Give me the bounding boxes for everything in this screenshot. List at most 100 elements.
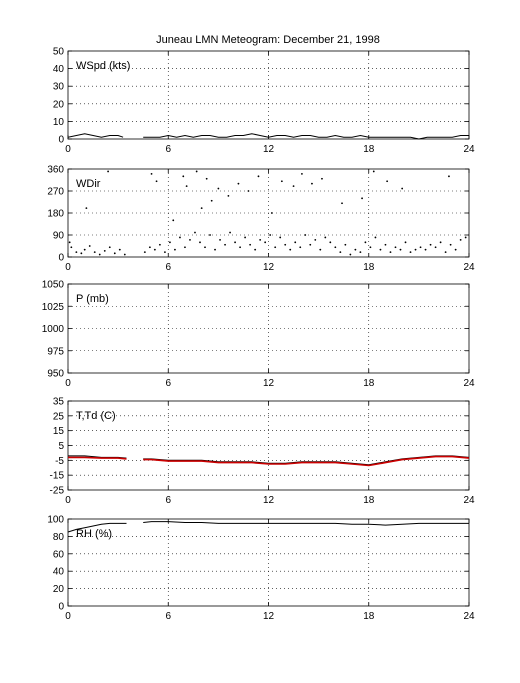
data-point <box>359 251 362 254</box>
data-point <box>179 236 181 239</box>
x-tick-label: 12 <box>263 611 275 622</box>
data-point <box>404 241 407 244</box>
data-point <box>401 187 404 190</box>
data-point <box>164 251 166 254</box>
data-point <box>279 236 282 239</box>
data-point <box>249 243 252 246</box>
data-point <box>153 248 156 251</box>
x-tick-label: 12 <box>263 144 275 155</box>
data-point <box>237 182 240 185</box>
panel-label: WSpd (kts) <box>76 60 130 72</box>
x-tick-label: 0 <box>65 611 71 622</box>
x-tick-label: 6 <box>165 262 171 273</box>
x-tick-label: 24 <box>463 611 475 622</box>
data-point <box>143 251 146 254</box>
data-point <box>150 172 153 175</box>
panel-label: T,Td (C) <box>76 410 116 422</box>
data-point <box>319 248 322 251</box>
data-point <box>209 234 211 236</box>
data-point <box>219 238 221 241</box>
data-point <box>301 172 303 175</box>
data-point <box>449 243 452 246</box>
data-point <box>172 219 175 222</box>
data-point <box>210 199 213 202</box>
data-point <box>311 182 313 185</box>
y-tick-label: 5 <box>58 441 64 452</box>
data-point <box>349 253 352 256</box>
y-tick-label: 100 <box>47 515 64 526</box>
x-tick-label: 0 <box>65 495 71 506</box>
data-point <box>394 246 397 249</box>
x-tick-label: 18 <box>363 378 375 389</box>
x-tick-label: 24 <box>463 495 475 506</box>
y-tick-label: -15 <box>50 471 65 482</box>
y-tick-label: 0 <box>58 602 64 613</box>
y-tick-label: 90 <box>53 231 65 242</box>
x-tick-label: 12 <box>263 378 275 389</box>
x-tick-label: 6 <box>165 611 171 622</box>
x-tick-label: 18 <box>363 144 375 155</box>
panel-3: 0 6 12 18 24 950 975 1000 1025 1050 P (mb) <box>42 280 475 390</box>
data-point <box>364 241 367 244</box>
data-point <box>374 236 377 239</box>
panel-label: WDir <box>76 178 101 190</box>
data-point <box>280 180 283 183</box>
data-point <box>234 241 236 244</box>
panel-2: 0 6 12 18 24 0 90 180 270 360 WDir <box>47 165 475 274</box>
data-point <box>419 246 422 249</box>
data-point <box>194 231 196 234</box>
y-tick-label: 40 <box>53 64 65 75</box>
data-point <box>274 246 277 249</box>
data-point <box>259 238 262 241</box>
data-point <box>118 248 121 251</box>
data-point <box>174 248 176 251</box>
data-point <box>386 180 389 183</box>
y-tick-label: 30 <box>53 82 65 93</box>
series-line-1 <box>67 133 124 138</box>
y-tick-label: 40 <box>53 567 65 578</box>
data-point <box>83 248 86 251</box>
x-tick-label: 18 <box>363 495 375 506</box>
panel-1: 0 6 12 18 24 0 10 20 30 40 50 WSpd (kts) <box>53 47 475 156</box>
panel-4: 0 6 12 18 24 -25 -15 -5 5 15 25 35 T,Td (C) <box>50 397 475 507</box>
y-tick-label: 1050 <box>42 280 65 291</box>
data-point <box>199 241 201 244</box>
data-point <box>379 248 382 251</box>
series-line-2 <box>143 455 470 467</box>
data-point <box>217 187 220 190</box>
data-point <box>200 207 203 210</box>
x-tick-label: 24 <box>463 144 475 155</box>
data-point <box>439 241 442 244</box>
x-tick-label: 12 <box>263 262 275 273</box>
data-point <box>264 241 267 244</box>
y-tick-label: 1000 <box>42 324 65 335</box>
axes-box <box>67 518 470 607</box>
y-tick-label: 10 <box>53 117 65 128</box>
data-point <box>185 185 188 188</box>
data-point <box>304 234 307 236</box>
data-point <box>324 236 327 239</box>
y-tick-label: 360 <box>47 165 64 176</box>
data-point <box>214 248 216 251</box>
y-tick-label: 25 <box>53 411 65 422</box>
data-point <box>254 248 257 251</box>
data-point <box>155 180 158 183</box>
data-point <box>444 251 447 254</box>
data-point <box>247 190 250 192</box>
data-point <box>229 231 231 234</box>
data-point <box>113 252 116 255</box>
y-tick-label: 80 <box>53 532 65 543</box>
data-point <box>269 234 272 236</box>
y-tick-label: 50 <box>53 47 65 58</box>
data-point <box>334 246 337 249</box>
x-tick-label: 24 <box>463 378 475 389</box>
data-point <box>182 175 185 178</box>
data-point <box>158 243 161 246</box>
x-tick-label: 0 <box>65 262 71 273</box>
data-point <box>372 170 375 173</box>
data-point <box>299 246 302 249</box>
data-point <box>70 246 73 249</box>
data-point <box>148 246 151 249</box>
data-point <box>103 249 106 252</box>
data-point <box>341 202 343 205</box>
